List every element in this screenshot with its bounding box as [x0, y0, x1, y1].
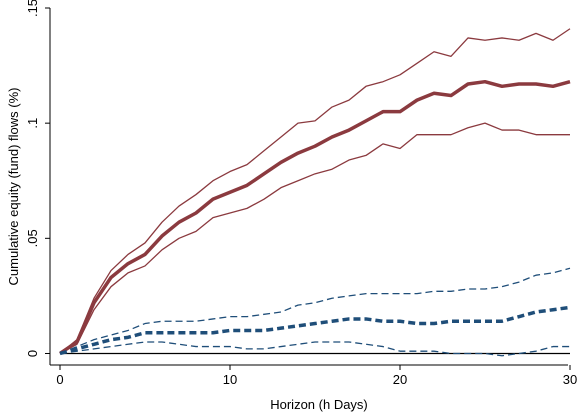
x-axis-title: Horizon (h Days) — [270, 397, 368, 412]
x-tick-label: 30 — [563, 372, 577, 387]
y-tick-label: .1 — [25, 118, 40, 129]
plot-region — [50, 8, 568, 365]
series-line-1-upper-band — [59, 28, 571, 354]
x-tick-label: 20 — [393, 372, 407, 387]
series-line-0-estimate — [59, 79, 571, 355]
y-tick-label: .05 — [25, 229, 40, 247]
plot-background — [50, 8, 568, 365]
series-line-2-lower-band — [59, 122, 570, 355]
series-layer — [59, 28, 571, 357]
axes-layer: 0 .05 .1 .15 0 10 20 30 — [25, 0, 577, 387]
x-tick-label: 10 — [223, 372, 237, 387]
y-tick-label: .15 — [25, 0, 40, 17]
x-tick-label: 0 — [56, 372, 63, 387]
series-line-3-estimate — [59, 305, 571, 356]
series-line-4-upper-band — [59, 267, 571, 355]
series-line-5-lower-band — [59, 341, 570, 357]
y-axis-title: Cumulative equity (fund) flows (%) — [6, 88, 21, 286]
y-tick-label: 0 — [25, 350, 40, 357]
